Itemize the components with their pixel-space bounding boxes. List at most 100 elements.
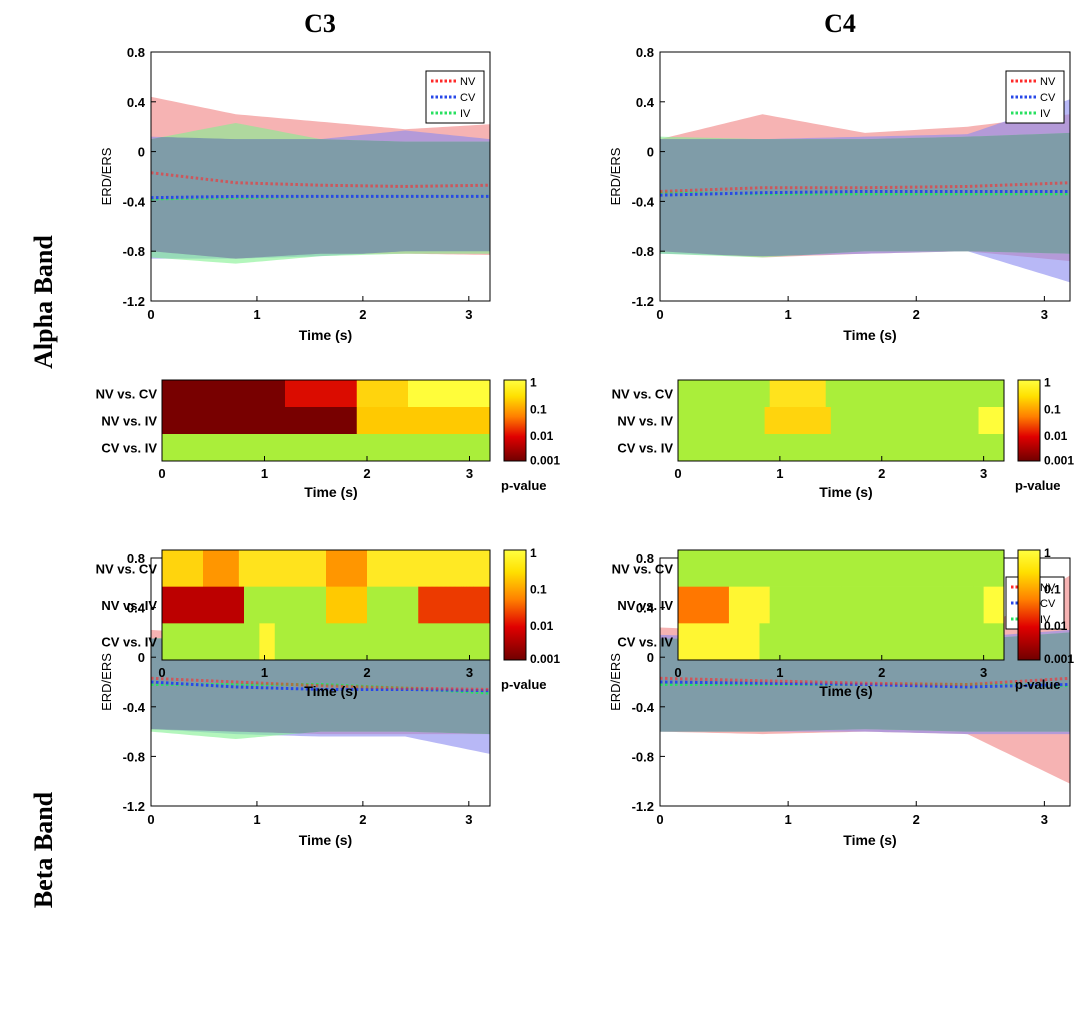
colorbar-tick-label: 1	[530, 376, 537, 390]
band-overlap	[151, 137, 490, 259]
colorbar-tick-label: 0.1	[530, 583, 547, 597]
mean-line-cv	[660, 189, 1070, 197]
heatmap-cell	[238, 550, 327, 587]
heatmap-row-label: NV vs. CV	[612, 387, 674, 402]
y-tick-label: 0	[647, 145, 654, 160]
mean-line-nv	[660, 676, 1070, 686]
heatmap-cell	[203, 550, 240, 587]
x-tick-label: 2	[878, 466, 885, 481]
x-tick-label: 1	[253, 812, 260, 827]
x-tick-label: 0	[158, 665, 165, 680]
legend: NV CV IV	[425, 70, 485, 124]
heatmap-cell	[162, 434, 491, 462]
colorbar-tick-label: 0.01	[1044, 429, 1068, 443]
column-title-c3: C3	[304, 9, 336, 38]
heatmap-cell	[162, 380, 286, 408]
x-tick-label: 3	[465, 307, 472, 322]
colorbar-tick-label: 0.001	[1044, 652, 1074, 666]
x-tick-label: 3	[466, 665, 473, 680]
x-tick-label: 0	[674, 665, 681, 680]
heatmap-cell	[259, 623, 276, 661]
y-tick-label: -0.8	[123, 244, 145, 259]
mean-line-nv	[151, 171, 490, 188]
heatmap-cell	[326, 550, 368, 587]
colorbar-tick-label: 1	[1044, 546, 1051, 560]
heatmap-cell	[162, 550, 204, 587]
x-axis-label: Time (s)	[299, 327, 352, 343]
y-tick-label: -0.4	[632, 194, 655, 209]
y-tick-label: -0.4	[632, 700, 655, 715]
legend-label-nv: NV	[460, 76, 476, 88]
x-axis-label: Time (s)	[819, 683, 872, 699]
y-tick-label: 0.4	[127, 95, 146, 110]
heatmap-cell	[769, 380, 827, 408]
x-axis-label: Time (s)	[304, 484, 357, 500]
colorbar-tick-label: 1	[530, 546, 537, 560]
heatmap-row-label: NV vs. IV	[617, 414, 673, 429]
heatmap-box	[161, 549, 491, 661]
colorbar-tick-label: 0.01	[530, 429, 554, 443]
heatmap-cell	[759, 623, 1005, 661]
colorbar-tick-label: 0.001	[1044, 453, 1074, 467]
x-tick-label: 3	[1041, 812, 1048, 827]
heatmap-box	[161, 379, 491, 462]
legend-label-nv: NV	[1040, 582, 1056, 594]
y-tick-label: 0.8	[127, 45, 145, 60]
y-axis-label: ERD/ERS	[99, 653, 114, 711]
legend-label-iv: IV	[1040, 108, 1051, 120]
heatmap-cell	[678, 407, 766, 435]
x-tick-label: 1	[253, 307, 260, 322]
y-tick-label: 0	[138, 145, 145, 160]
legend: NV CV IV	[1005, 70, 1065, 124]
x-tick-label: 0	[656, 812, 663, 827]
heatmap-panel-c4-beta: NV vs. CV NV vs. IV CV vs. IV0 1 2 3 Time (s) 1…	[612, 546, 1075, 699]
colorbar-tick-label: 0.001	[530, 652, 560, 666]
heatmap-row-label: NV vs. IV	[617, 598, 673, 613]
mean-line-nv	[151, 676, 490, 691]
x-tick-label: 2	[913, 812, 920, 827]
heatmap-cell	[162, 623, 260, 661]
y-tick-label: -1.2	[123, 294, 145, 309]
x-tick-label: 0	[158, 466, 165, 481]
heatmap-cell	[162, 586, 245, 624]
heatmap-panel-c3-alpha: NV vs. CV NV vs. IV CV vs. IV0 1 2 3 Time (s) 1…	[96, 376, 561, 500]
y-tick-label: 0	[138, 650, 145, 665]
y-tick-label: -1.2	[632, 799, 654, 814]
y-tick-label: 0.4	[127, 601, 146, 616]
y-tick-label: 0.4	[636, 95, 655, 110]
legend-label-nv: NV	[1040, 76, 1056, 88]
heatmap-cell	[830, 407, 980, 435]
axes-box	[659, 51, 1071, 302]
heatmap-cell	[678, 550, 842, 587]
heatmap-cell	[326, 586, 368, 624]
mean-line-nv	[660, 181, 1070, 193]
y-tick-label: -0.4	[123, 700, 146, 715]
mean-line-cv	[151, 680, 490, 693]
colorbar-label: p-value	[501, 478, 547, 493]
heatmap-cell	[274, 623, 491, 661]
y-tick-label: 0.4	[636, 601, 655, 616]
y-tick-label: -0.8	[632, 244, 654, 259]
x-tick-label: 1	[776, 665, 783, 680]
colorbar	[503, 549, 527, 661]
colorbar-tick-label: 0.001	[530, 453, 560, 467]
heatmap-cell	[764, 407, 832, 435]
column-title-c4: C4	[824, 9, 856, 38]
y-tick-label: 0.8	[127, 551, 145, 566]
legend-label-cv: CV	[1040, 92, 1056, 104]
legend-label-iv: IV	[1040, 614, 1051, 626]
plot-area-c3-alpha	[151, 96, 490, 264]
x-tick-label: 1	[776, 466, 783, 481]
heatmap-cell	[728, 586, 771, 624]
colorbar-label: p-value	[501, 677, 547, 692]
x-tick-label: 0	[147, 307, 154, 322]
heatmap-row-label: NV vs. CV	[96, 561, 158, 576]
heatmap-row-label: CV vs. IV	[101, 441, 157, 456]
heatmap-cell	[983, 586, 1005, 624]
heatmap-box	[677, 549, 1005, 661]
heatmap-row-label: NV vs. IV	[101, 414, 157, 429]
heatmap-panel-c4-alpha: NV vs. CV NV vs. IV CV vs. IV0 1 2 3 Time (s) 1…	[612, 376, 1075, 500]
x-tick-label: 0	[147, 812, 154, 827]
